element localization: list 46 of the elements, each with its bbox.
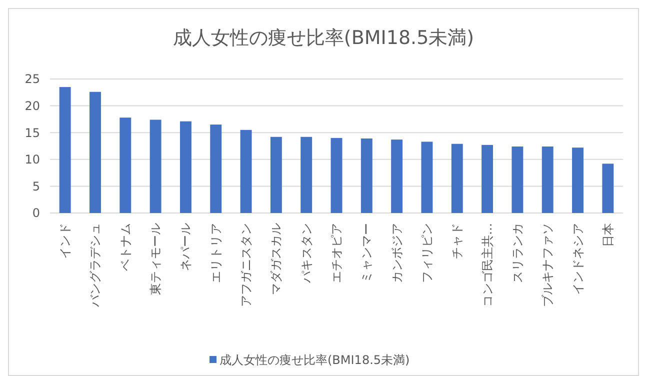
x-tick-label: アフガニスタン (239, 223, 254, 307)
y-tick-label: 25 (24, 72, 40, 86)
bar (120, 118, 132, 213)
bar (210, 124, 222, 213)
x-tick-label: 東ティモール (148, 223, 163, 295)
bar (360, 138, 372, 213)
bar (180, 121, 192, 213)
y-tick-label: 10 (24, 152, 40, 167)
x-tick-label: バングラデシュ (88, 223, 102, 308)
bar (451, 144, 463, 213)
x-tick-label: ブルキナファソ (540, 223, 555, 307)
bar (572, 148, 584, 213)
x-tick-label: マダガスカル (269, 223, 284, 295)
legend-label: 成人女性の痩せ比率(BMI18.5未満) (220, 353, 410, 367)
y-tick-label: 0 (32, 206, 40, 220)
x-tick-label: パキスタン (299, 223, 314, 284)
x-tick-label: コンゴ民主共… (480, 223, 494, 307)
bar (542, 146, 554, 213)
bar (391, 140, 403, 213)
x-tick-label: インドネシア (570, 223, 585, 295)
x-tick-label: ベトナム (118, 223, 132, 271)
x-tick-label: インド (58, 223, 72, 259)
y-tick-label: 15 (24, 126, 40, 140)
x-tick-label: ミャンマー (360, 223, 374, 283)
bar (59, 87, 71, 213)
bar (421, 142, 433, 213)
y-tick-label: 20 (24, 99, 40, 113)
x-tick-label: ネパール (178, 223, 193, 271)
bar (90, 92, 101, 213)
bar (482, 144, 494, 213)
bar (270, 136, 282, 213)
bar (512, 146, 524, 213)
bar (602, 164, 614, 213)
x-tick-label: 日本 (600, 223, 615, 247)
chart-title: 成人女性の痩せ比率(BMI18.5未満) (172, 27, 474, 49)
bar (240, 130, 252, 213)
x-tick-label: エリトリア (208, 223, 223, 283)
x-tick-label: チャド (450, 223, 464, 259)
bar (330, 138, 342, 213)
x-tick-label: スリランカ (510, 223, 524, 283)
bar (150, 120, 162, 213)
x-tick-label: カンボジア (390, 223, 404, 283)
x-tick-label: エチオピア (330, 223, 344, 283)
y-tick-label: 5 (32, 179, 40, 194)
x-tick-label: フィリピン (420, 223, 434, 283)
bar (300, 136, 312, 213)
